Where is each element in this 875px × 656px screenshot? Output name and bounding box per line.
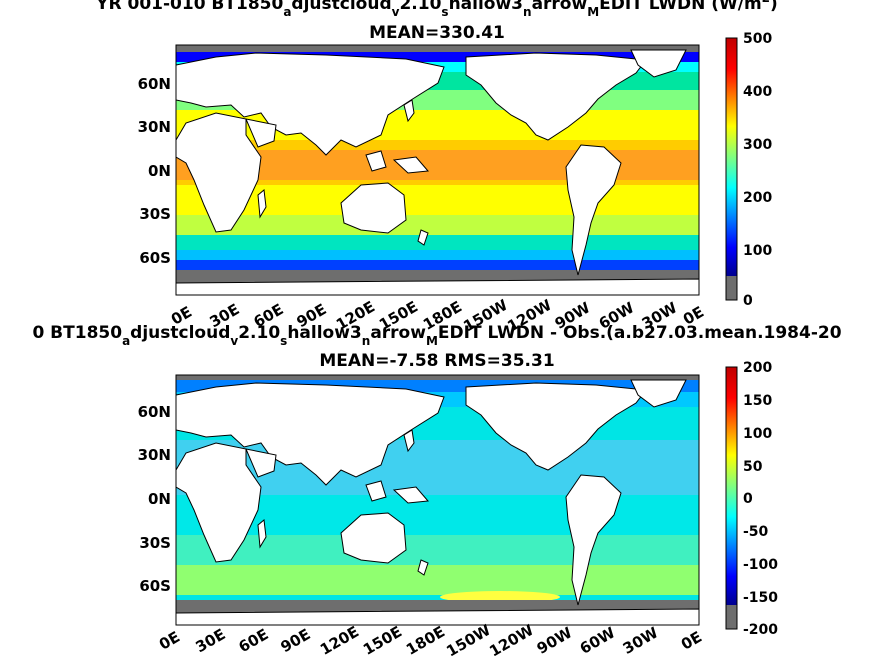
- top-y-ticks: 60N 30N 0N 30S 60S: [138, 75, 171, 267]
- top-cb-tick-1: 400: [743, 84, 772, 100]
- bottom-xtick-6: 180E: [403, 622, 448, 656]
- bottom-xtick-1: 30E: [193, 625, 229, 656]
- bottom-cb-tick-3: 50: [743, 459, 763, 475]
- top-ytick-30s: 30S: [139, 205, 171, 223]
- bottom-xtick-12: 0E: [678, 628, 705, 654]
- top-colorbar: 500 400 300 200 100 0: [725, 31, 772, 309]
- bottom-cb-tick-5: -50: [743, 524, 769, 540]
- bottom-colorbar-under: [726, 605, 737, 629]
- bottom-x-ticks: 0E 30E 60E 90E 120E 150E 180E 150W 120W …: [156, 621, 705, 656]
- top-cb-tick-3: 200: [743, 190, 772, 206]
- bottom-ytick-60s: 60S: [139, 577, 171, 595]
- bottom-xtick-4: 120E: [317, 622, 362, 656]
- top-ytick-30n: 30N: [138, 118, 171, 136]
- top-chart-title: YR 001-010 BT1850adjustcloudv2.10shallow…: [95, 0, 778, 19]
- bottom-xtick-2: 60E: [236, 625, 272, 656]
- bottom-cb-tick-7: -150: [743, 590, 778, 606]
- bottom-ytick-0n: 0N: [148, 490, 171, 508]
- bottom-cb-tick-2: 100: [743, 426, 772, 442]
- bottom-ytick-30n: 30N: [138, 446, 171, 464]
- bottom-cb-tick-1: 150: [743, 393, 772, 409]
- bottom-colorbar: 200 150 100 50 0 -50 -100 -150 -200: [725, 360, 778, 638]
- bottom-xtick-11: 30W: [620, 623, 662, 656]
- bottom-xtick-7: 150W: [443, 621, 494, 656]
- bottom-xtick-3: 90E: [278, 625, 314, 656]
- bottom-xtick-9: 90W: [534, 623, 576, 656]
- bottom-colorbar-scale: [726, 367, 737, 605]
- bottom-chart-title: 0 BT1850adjustcloudv2.10shallow3narrowME…: [32, 323, 841, 348]
- top-cb-tick-0: 500: [743, 31, 772, 47]
- bottom-cb-tick-0: 200: [743, 360, 772, 376]
- top-plot-frame: [175, 44, 700, 296]
- top-colorbar-scale: [726, 38, 737, 276]
- top-ytick-0n: 0N: [148, 162, 171, 180]
- top-chart-subtitle: MEAN=330.41: [369, 23, 505, 43]
- bottom-xtick-10: 60W: [577, 623, 619, 656]
- bottom-plot-frame: [175, 374, 700, 626]
- bottom-ytick-30s: 30S: [139, 534, 171, 552]
- top-colorbar-under: [726, 276, 737, 300]
- bottom-map: [176, 375, 699, 625]
- bottom-chart-subtitle: MEAN=-7.58 RMS=35.31: [319, 351, 554, 371]
- top-cb-tick-4: 100: [743, 243, 772, 259]
- bottom-xtick-8: 120W: [486, 621, 537, 656]
- top-ytick-60s: 60S: [139, 249, 171, 267]
- top-ytick-60n: 60N: [138, 75, 171, 93]
- bottom-xtick-5: 150E: [360, 622, 405, 656]
- top-cb-tick-2: 300: [743, 137, 772, 153]
- bottom-ytick-60n: 60N: [138, 403, 171, 421]
- bottom-cb-tick-8: -200: [743, 622, 778, 638]
- bottom-cb-tick-4: 0: [743, 491, 753, 507]
- bottom-y-ticks: 60N 30N 0N 30S 60S: [138, 403, 171, 595]
- top-map: [176, 45, 699, 295]
- bottom-cb-tick-6: -100: [743, 557, 778, 573]
- bottom-xtick-0: 0E: [156, 628, 183, 654]
- top-cb-tick-5: 0: [743, 293, 753, 309]
